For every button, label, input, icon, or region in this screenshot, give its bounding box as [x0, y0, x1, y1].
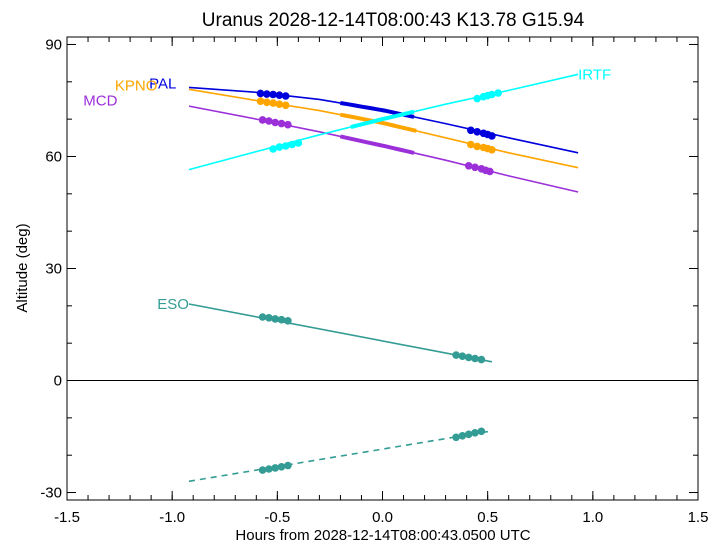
- data-point-mcd: [284, 120, 292, 129]
- data-point-eso: [458, 352, 467, 361]
- y-tick-label: 60: [45, 148, 62, 165]
- data-point-eso-below-horizon: [284, 461, 292, 470]
- data-point-mcd: [464, 162, 473, 170]
- data-point-eso-below-horizon: [277, 463, 286, 471]
- data-point-pal: [269, 90, 277, 99]
- series-label-kpno: KPNO: [115, 78, 158, 95]
- data-point-pal: [263, 90, 271, 98]
- series-line-eso: [188, 303, 493, 363]
- data-point-kpno: [467, 140, 475, 149]
- x-tick-label: -0.5: [264, 509, 290, 526]
- data-point-eso: [452, 351, 460, 359]
- data-point-eso-below-horizon: [452, 433, 460, 442]
- y-tick-label: 90: [45, 36, 62, 53]
- y-axis-title: Altitude (deg): [14, 223, 31, 312]
- x-tick-label: 1.5: [688, 509, 709, 526]
- data-point-eso-below-horizon: [271, 464, 280, 472]
- data-point-mcd: [265, 117, 273, 125]
- data-point-irtf: [473, 94, 482, 103]
- x-axis-title: Hours from 2028-12-14T08:00:43.0500 UTC: [235, 527, 530, 544]
- data-point-pal: [488, 132, 496, 140]
- data-point-eso-below-horizon: [458, 432, 467, 440]
- plot-frame: [66, 36, 699, 501]
- data-point-pal: [467, 126, 475, 135]
- series-line-kpno: [188, 88, 579, 169]
- data-point-irtf: [494, 89, 503, 97]
- series-eso: ESO: [157, 296, 493, 364]
- data-point-kpno: [256, 97, 265, 105]
- data-point-pal: [473, 128, 482, 136]
- chart-title: Uranus 2028-12-14T08:00:43 K13.78 G15.94: [202, 10, 585, 31]
- data-point-kpno: [275, 100, 284, 108]
- data-point-kpno: [473, 142, 482, 151]
- data-point-irtf: [281, 142, 290, 150]
- axis-ticks: -1.5 -1.0 -0.5 0.0 0.5 1.0 1.5 -30 0 30 60 90: [40, 36, 708, 526]
- data-point-eso-below-horizon: [464, 430, 473, 439]
- data-point-eso-below-horizon: [258, 466, 267, 474]
- data-point-eso-below-horizon: [477, 427, 486, 436]
- data-point-eso: [265, 314, 273, 322]
- data-point-eso: [284, 317, 292, 325]
- data-point-mcd: [471, 163, 479, 172]
- series-label-mcd: MCD: [83, 92, 117, 109]
- data-point-pal: [281, 92, 290, 100]
- series-irtf: IRTF: [188, 66, 611, 171]
- series-thick-mcd: [339, 134, 415, 155]
- series-label-pal: PAL: [149, 76, 176, 93]
- data-point-mcd: [277, 119, 286, 128]
- data-point-irtf: [288, 140, 296, 149]
- data-point-eso: [271, 315, 280, 323]
- data-point-irtf: [488, 90, 496, 99]
- series-eso-below-horizon: [188, 427, 493, 483]
- data-point-kpno: [263, 98, 271, 107]
- data-point-eso: [277, 315, 286, 324]
- y-tick-label: 0: [54, 373, 62, 390]
- data-point-irtf: [275, 143, 284, 151]
- data-point-mcd: [486, 167, 494, 176]
- series-label-irtf: IRTF: [578, 66, 611, 83]
- x-tick-label: -1.5: [54, 509, 80, 526]
- y-tick-label: 30: [45, 261, 62, 278]
- x-tick-label: 1.0: [582, 509, 603, 526]
- data-point-kpno: [269, 99, 277, 107]
- data-point-eso-below-horizon: [471, 429, 479, 437]
- x-tick-label: -1.0: [159, 509, 185, 526]
- data-point-irtf: [294, 139, 303, 147]
- data-point-kpno: [281, 101, 290, 110]
- data-point-irtf: [269, 145, 277, 153]
- data-point-pal: [275, 91, 284, 99]
- series-mcd: MCD: [83, 92, 579, 193]
- data-point-eso: [477, 355, 486, 364]
- series-thick-irtf: [350, 109, 415, 129]
- x-tick-label: 0.5: [477, 509, 498, 526]
- data-point-eso-below-horizon: [265, 465, 273, 473]
- x-tick-label: 0.0: [372, 509, 393, 526]
- y-tick-label: -30: [40, 485, 62, 502]
- series-line-eso-below-horizon: [188, 430, 493, 483]
- data-point-mcd: [258, 116, 267, 124]
- data-point-mcd: [271, 118, 280, 127]
- data-point-eso: [464, 353, 473, 362]
- data-point-pal: [256, 89, 265, 98]
- series-label-eso: ESO: [157, 296, 189, 313]
- data-point-kpno: [488, 146, 496, 154]
- data-point-eso: [471, 354, 479, 363]
- data-point-eso: [258, 313, 267, 321]
